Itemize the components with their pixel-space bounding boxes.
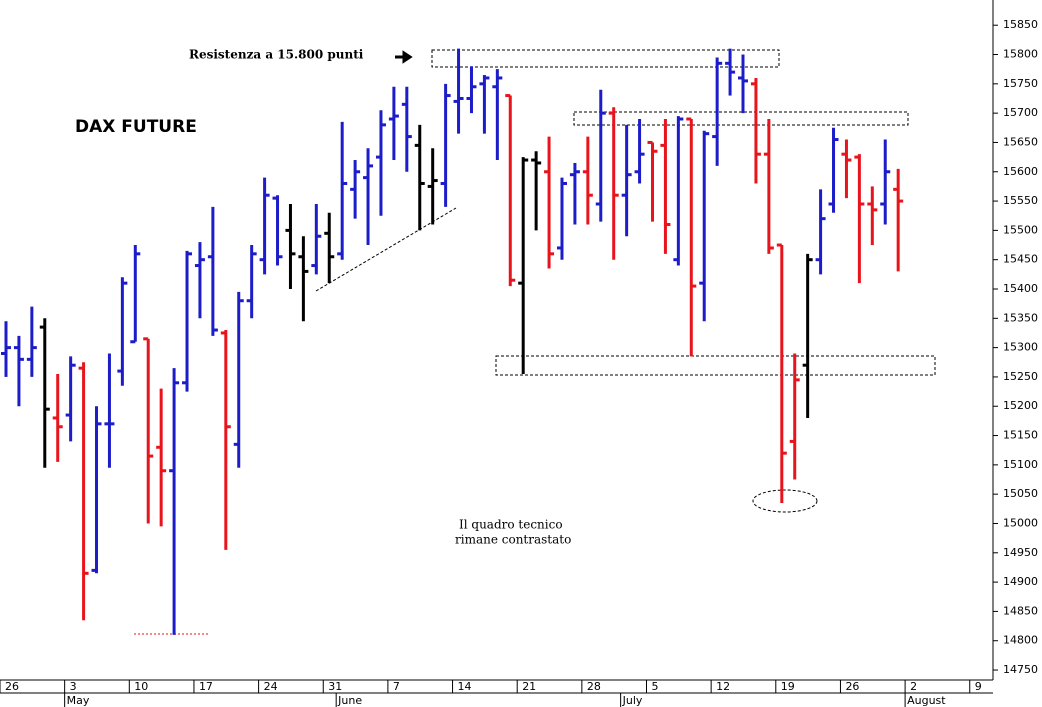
y-tick-label: 15200 <box>1003 399 1038 412</box>
y-tick-label: 15700 <box>1003 106 1038 119</box>
x-tick-label: 26 <box>5 680 19 693</box>
resistance-zone <box>431 49 780 68</box>
x-tick-label: 26 <box>845 680 859 693</box>
x-tick-label: 24 <box>264 680 278 693</box>
month-label: August <box>907 694 946 707</box>
low-ellipse <box>752 489 818 513</box>
chart-title: DAX FUTURE <box>75 117 197 137</box>
y-tick-label: 15800 <box>1003 48 1038 61</box>
x-tick-label: 17 <box>199 680 213 693</box>
annotation: rimane contrastato <box>455 533 571 547</box>
y-tick-label: 15350 <box>1003 311 1038 324</box>
y-tick-label: 15650 <box>1003 135 1038 148</box>
y-tick-label: 15550 <box>1003 194 1038 207</box>
x-tick-label: 21 <box>522 680 536 693</box>
y-tick-label: 15400 <box>1003 282 1038 295</box>
y-tick-label: 15100 <box>1003 458 1038 471</box>
y-tick-label: 15750 <box>1003 77 1038 90</box>
y-tick-label: 15000 <box>1003 516 1038 529</box>
y-tick-label: 15300 <box>1003 341 1038 354</box>
month-label: July <box>622 694 643 707</box>
y-tick-label: 14750 <box>1003 663 1038 676</box>
x-tick-label: 2 <box>910 680 917 693</box>
y-tick-label: 15600 <box>1003 165 1038 178</box>
x-tick-label: 7 <box>393 680 400 693</box>
x-tick-label: 9 <box>975 680 982 693</box>
annotation: Resistenza a 15.800 punti <box>189 48 364 62</box>
y-tick-label: 14950 <box>1003 546 1038 559</box>
x-tick-label: 19 <box>781 680 795 693</box>
y-tick-label: 15150 <box>1003 429 1038 442</box>
y-tick-label: 14850 <box>1003 604 1038 617</box>
x-tick-label: 3 <box>70 680 77 693</box>
y-tick-label: 15500 <box>1003 223 1038 236</box>
y-tick-label: 14900 <box>1003 575 1038 588</box>
month-label: June <box>337 694 362 707</box>
x-tick-label: 10 <box>134 680 148 693</box>
y-tick-label: 15050 <box>1003 487 1038 500</box>
annotation: Il quadro tecnico <box>459 518 563 532</box>
y-tick-label: 15850 <box>1003 18 1038 31</box>
y-tick-label: 14800 <box>1003 634 1038 647</box>
x-tick-label: 31 <box>328 680 342 693</box>
support-zone <box>495 355 936 376</box>
x-tick-label: 12 <box>716 680 730 693</box>
resistance-zone <box>573 111 909 126</box>
arrow <box>395 50 413 64</box>
x-tick-label: 5 <box>652 680 659 693</box>
x-tick-label: 14 <box>458 680 472 693</box>
month-label: May <box>67 694 90 707</box>
y-tick-label: 15250 <box>1003 370 1038 383</box>
x-tick-label: 28 <box>587 680 601 693</box>
y-tick-label: 15450 <box>1003 253 1038 266</box>
